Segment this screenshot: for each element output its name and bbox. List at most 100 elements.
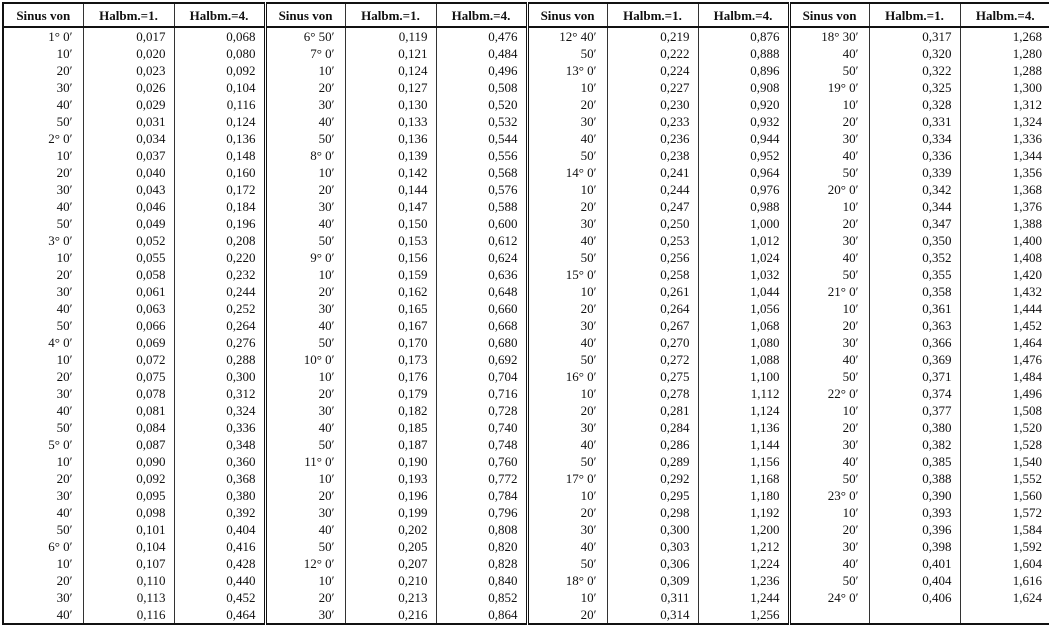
value-cell: 0,398 (868, 538, 960, 555)
value-cell: 0,190 (344, 453, 436, 470)
angle-cell: 40′ (525, 436, 607, 453)
table-row: 50′ 0,031 0,124 40′ 0,133 0,532 30′ 0,233 0,932 2… (2, 113, 1049, 130)
table-row: 3° 0′ 0,052 0,208 50′ 0,153 0,612 40′ 0,253 1,01… (2, 232, 1049, 249)
value-cell: 0,300 (606, 521, 698, 538)
value-cell: 0,227 (606, 79, 698, 96)
angle-cell: 8° 0′ (263, 147, 345, 164)
value-cell: 0,377 (868, 402, 960, 419)
value-cell: 0,298 (606, 504, 698, 521)
angle-cell: 20′ (787, 113, 869, 130)
value-cell: 0,199 (344, 504, 436, 521)
value-cell: 0,401 (868, 555, 960, 572)
value-cell: 0,347 (868, 215, 960, 232)
angle-cell: 10′ (525, 283, 607, 300)
value-cell (868, 606, 960, 624)
angle-cell: 40′ (2, 504, 83, 521)
angle-cell: 10′ (787, 96, 869, 113)
value-cell: 1,168 (697, 470, 789, 487)
value-cell: 0,358 (868, 283, 960, 300)
table-row: 6° 0′ 0,104 0,416 50′ 0,205 0,820 40′ 0,303 1,21… (2, 538, 1049, 555)
value-cell: 0,361 (868, 300, 960, 317)
angle-cell: 40′ (787, 351, 869, 368)
value-cell: 0,392 (173, 504, 265, 521)
table-row: 50′ 0,084 0,336 40′ 0,185 0,740 30′ 0,284 1,136 2… (2, 419, 1049, 436)
angle-cell: 50′ (525, 453, 607, 470)
value-cell: 1,244 (697, 589, 789, 606)
value-cell: 0,187 (344, 436, 436, 453)
value-cell: 1,288 (959, 62, 1049, 79)
angle-cell: 6° 0′ (2, 538, 83, 555)
value-cell: 1,408 (959, 249, 1049, 266)
angle-cell: 40′ (525, 130, 607, 147)
angle-cell: 10′ (525, 589, 607, 606)
value-cell: 1,300 (959, 79, 1049, 96)
value-cell: 0,520 (435, 96, 527, 113)
value-cell: 1,420 (959, 266, 1049, 283)
value-cell: 0,311 (606, 589, 698, 606)
angle-cell: 50′ (525, 147, 607, 164)
angle-cell: 30′ (525, 113, 607, 130)
angle-cell: 50′ (525, 249, 607, 266)
value-cell: 0,704 (435, 368, 527, 385)
angle-cell: 7° 0′ (263, 45, 345, 62)
angle-cell: 40′ (263, 215, 345, 232)
value-cell: 0,275 (606, 368, 698, 385)
value-cell: 1,452 (959, 317, 1049, 334)
value-cell: 0,728 (435, 402, 527, 419)
angle-cell: 4° 0′ (2, 334, 83, 351)
angle-cell: 50′ (263, 334, 345, 351)
value-cell: 0,284 (606, 419, 698, 436)
value-cell: 0,230 (606, 96, 698, 113)
value-cell: 0,110 (82, 572, 174, 589)
angle-cell: 40′ (263, 521, 345, 538)
value-cell: 0,276 (173, 334, 265, 351)
angle-cell: 10′ (787, 198, 869, 215)
value-cell: 1,520 (959, 419, 1049, 436)
angle-cell: 14° 0′ (525, 164, 607, 181)
value-cell: 0,107 (82, 555, 174, 572)
value-cell: 0,374 (868, 385, 960, 402)
value-cell: 1,044 (697, 283, 789, 300)
angle-cell: 10′ (263, 62, 345, 79)
value-cell: 0,334 (868, 130, 960, 147)
value-cell: 1,088 (697, 351, 789, 368)
value-cell: 0,075 (82, 368, 174, 385)
table-row: 20′ 0,075 0,300 10′ 0,176 0,704 16° 0′ 0,275 1,1… (2, 368, 1049, 385)
value-cell: 0,309 (606, 572, 698, 589)
value-cell: 0,932 (697, 113, 789, 130)
value-cell: 0,864 (435, 606, 527, 624)
value-cell: 0,366 (868, 334, 960, 351)
table-row: 2° 0′ 0,034 0,136 50′ 0,136 0,544 40′ 0,236 0,94… (2, 130, 1049, 147)
value-cell: 0,363 (868, 317, 960, 334)
value-cell: 0,087 (82, 436, 174, 453)
value-cell: 0,095 (82, 487, 174, 504)
value-cell: 0,369 (868, 351, 960, 368)
angle-cell: 20′ (2, 266, 83, 283)
value-cell: 0,258 (606, 266, 698, 283)
angle-cell: 10′ (263, 164, 345, 181)
table-row: 50′ 0,066 0,264 40′ 0,167 0,668 30′ 0,267 1,068 2… (2, 317, 1049, 334)
angle-cell: 50′ (2, 521, 83, 538)
value-cell: 1,552 (959, 470, 1049, 487)
value-cell: 0,317 (868, 27, 960, 45)
angle-cell: 50′ (2, 317, 83, 334)
value-cell: 0,286 (606, 436, 698, 453)
value-cell: 0,385 (868, 453, 960, 470)
value-cell: 0,040 (82, 164, 174, 181)
angle-cell: 20′ (263, 79, 345, 96)
value-cell: 1,068 (697, 317, 789, 334)
angle-cell: 20′ (525, 198, 607, 215)
value-cell: 0,043 (82, 181, 174, 198)
value-cell: 1,592 (959, 538, 1049, 555)
value-cell: 1,256 (697, 606, 789, 624)
angle-cell: 10′ (787, 402, 869, 419)
value-cell: 0,820 (435, 538, 527, 555)
angle-cell: 20′ (2, 164, 83, 181)
value-cell: 0,213 (344, 589, 436, 606)
angle-cell: 1° 0′ (2, 27, 83, 45)
table-row: 20′ 0,023 0,092 10′ 0,124 0,496 13° 0′ 0,224 0,8… (2, 62, 1049, 79)
angle-cell: 30′ (2, 181, 83, 198)
value-cell: 0,270 (606, 334, 698, 351)
value-cell: 0,355 (868, 266, 960, 283)
